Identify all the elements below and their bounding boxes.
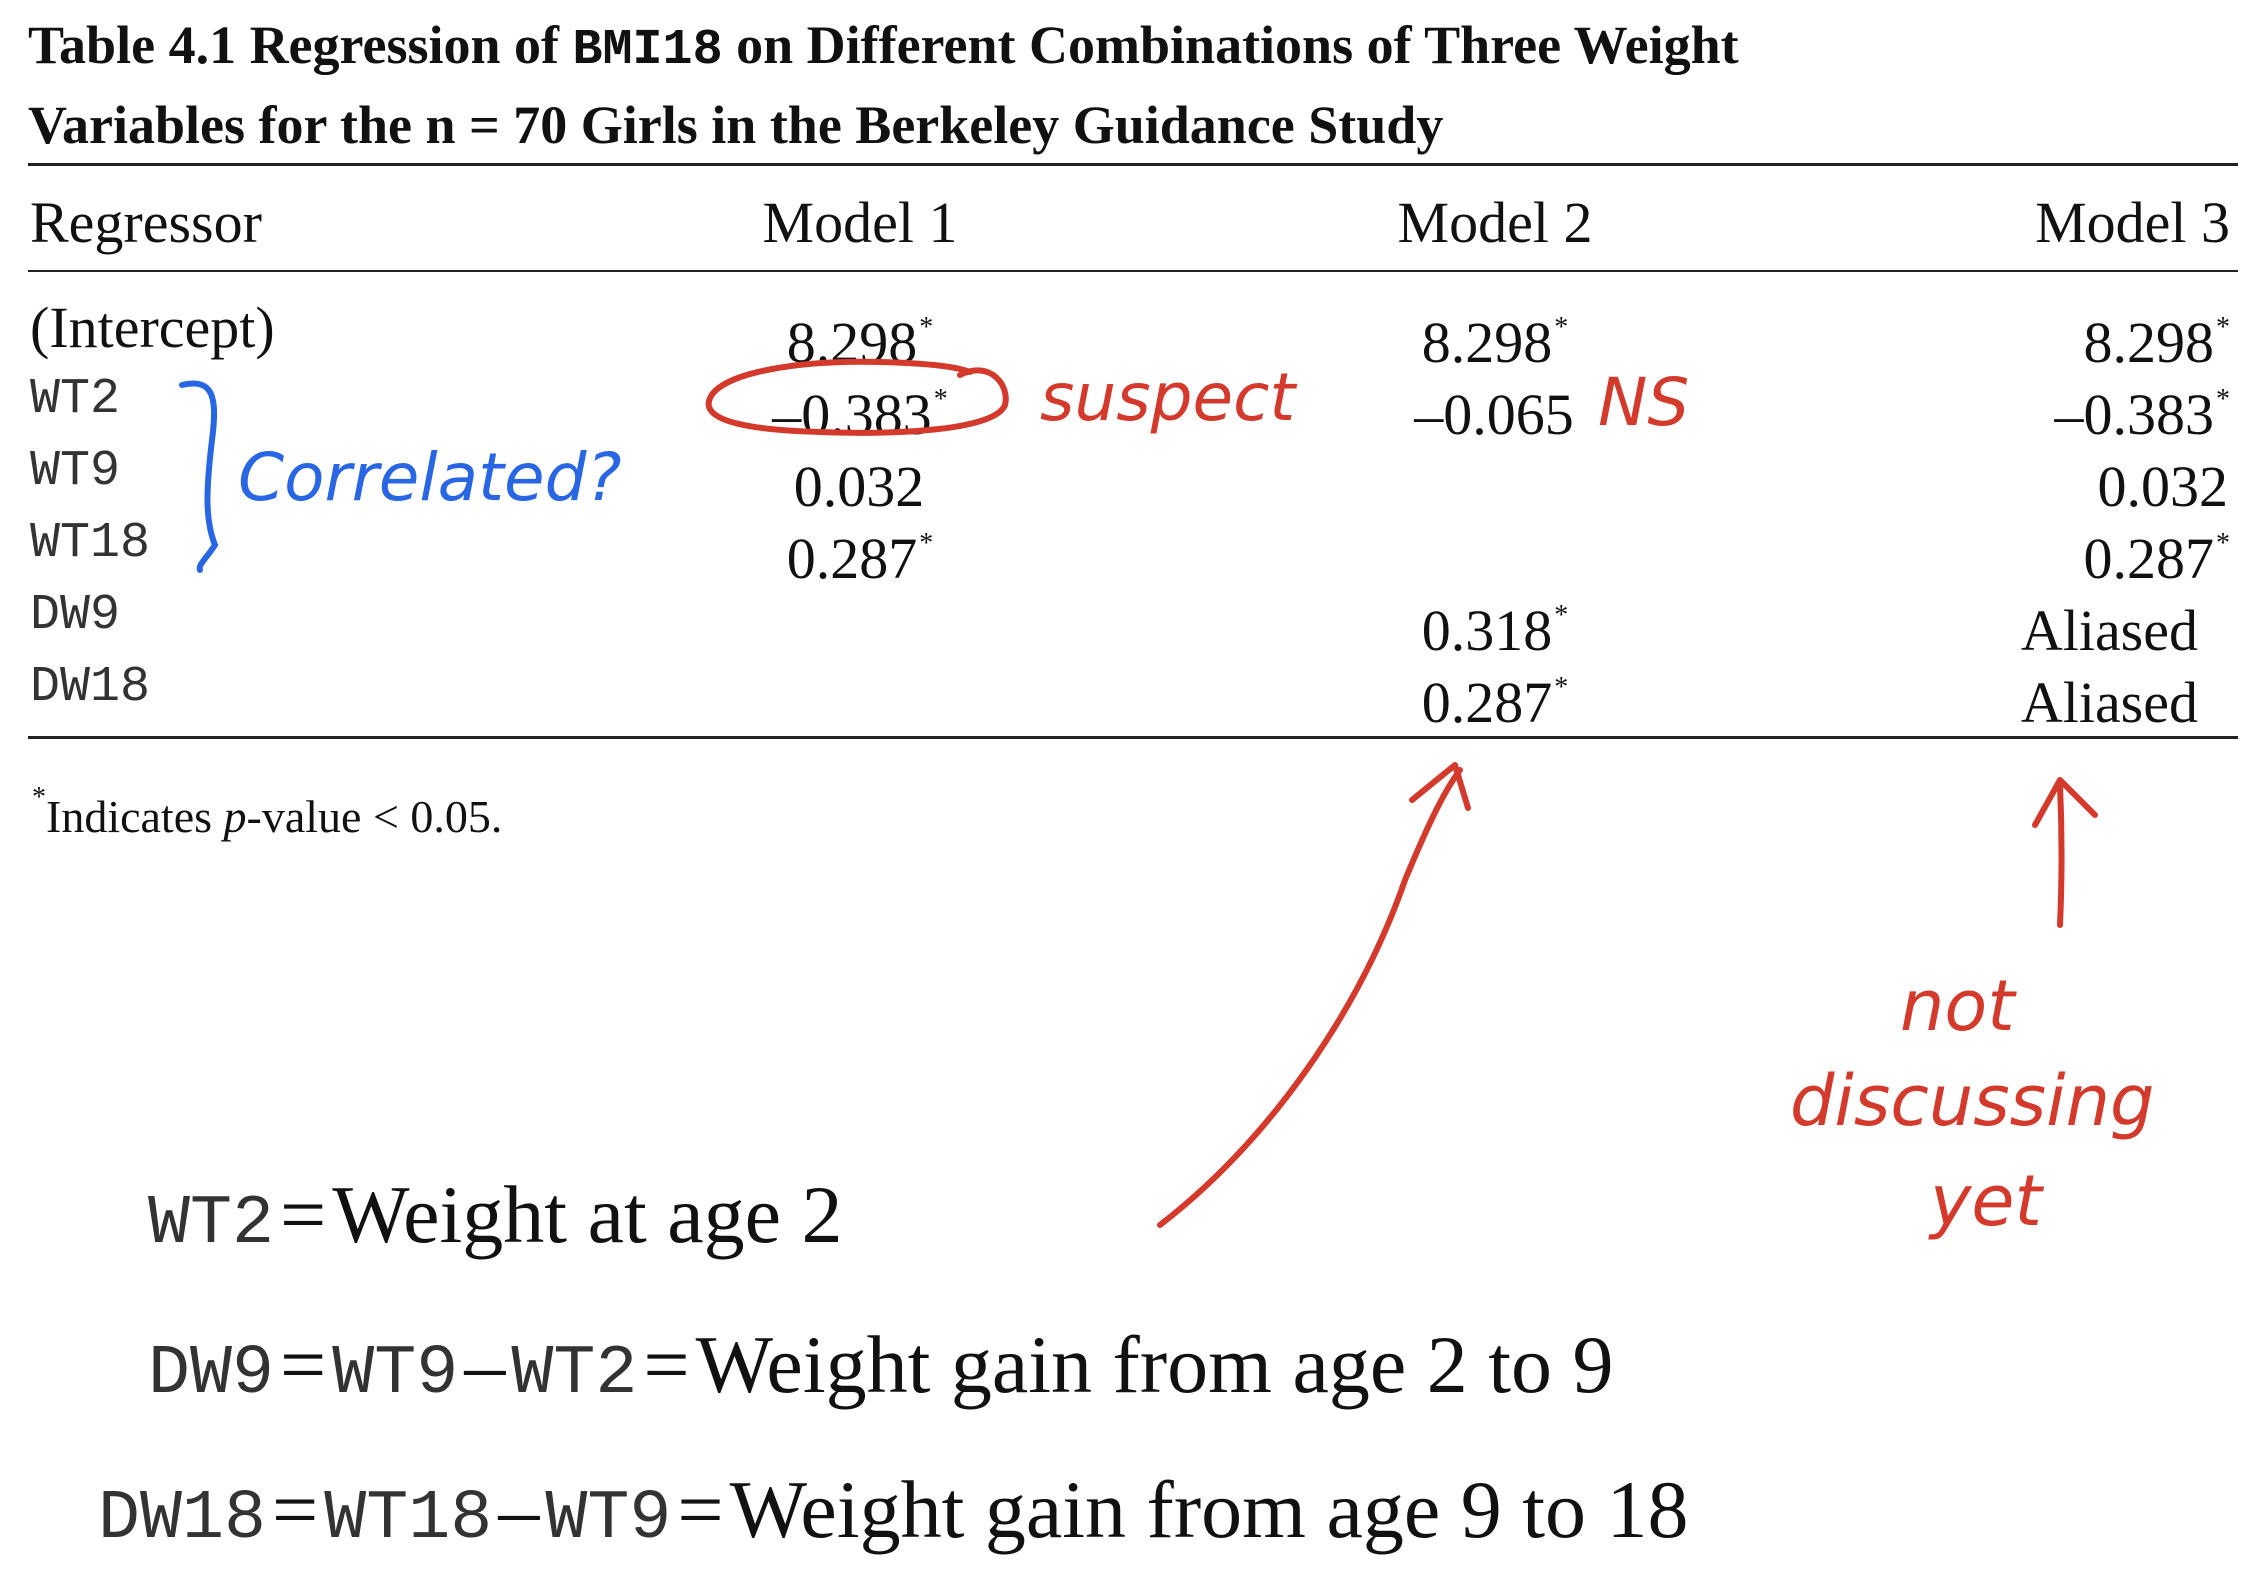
cell-model-3: –0.383* (2054, 382, 2231, 447)
regressor-name: DW18 (30, 659, 151, 716)
header-model-2: Model 2 (1397, 190, 1593, 255)
caption-line-2: Variables for the n = 70 Girls in the Be… (28, 95, 1444, 155)
cell-model-3: 0.032 (2097, 454, 2229, 519)
cell-model-2: –0.065 (1414, 382, 1574, 447)
annotation-ns: NS (1598, 364, 1689, 441)
top-rule (28, 163, 2238, 166)
cell-model-1: 0.032 (793, 454, 925, 519)
annotation-yet: yet (1928, 1160, 2044, 1242)
regressor-name: DW9 (30, 587, 121, 644)
annotation-correlated: Correlated? (238, 439, 622, 516)
regressor-name: WT9 (30, 443, 121, 500)
cell-model-1: –0.383* (772, 382, 948, 447)
cell-model-1: 0.287* (786, 526, 934, 591)
red-circle-annotation (705, 358, 1009, 436)
arrowhead-model-2 (1409, 762, 1471, 811)
header-model-1: Model 1 (762, 190, 958, 255)
cell-model-3: Aliased (2020, 598, 2198, 663)
cell-model-2: 0.318* (1421, 598, 1569, 663)
caption-prefix: Table 4.1 Regression of (28, 15, 573, 75)
table-footnote: *Indicates p-value < 0.05. (32, 782, 503, 842)
caption-line-1: Table 4.1 Regression of BMI18 on Differe… (28, 8, 2228, 88)
definition-dw18: DW18=WT18–WT9=Weight gain from age 9 to … (98, 1464, 1689, 1559)
definition-dw9: DW9=WT9–WT2=Weight gain from age 2 to 9 (148, 1319, 1614, 1414)
header-regressor: Regressor (30, 190, 262, 255)
bottom-rule (28, 736, 2238, 739)
annotation-suspect: suspect (1040, 359, 1297, 436)
arrowhead-model-3 (2032, 777, 2098, 828)
caption-variable: BMI18 (572, 22, 723, 79)
regressor-name: WT2 (30, 371, 121, 428)
annotation-discussing: discussing (1790, 1060, 2154, 1142)
header-model-3: Model 3 (2035, 190, 2230, 255)
cell-model-2: 0.287* (1421, 670, 1569, 735)
regressor-name: (Intercept) (30, 295, 275, 360)
header-rule (28, 270, 2238, 272)
blue-bracket-annotation (179, 380, 219, 573)
arrow-to-model-2 (1157, 767, 1463, 1228)
arrow-to-model-3 (2057, 782, 2065, 928)
cell-model-2: 8.298* (1421, 310, 1569, 375)
cell-model-3: Aliased (2020, 670, 2198, 735)
cell-model-3: 8.298* (2083, 310, 2231, 375)
cell-model-3: 0.287* (2083, 526, 2231, 591)
annotation-not: not (1900, 965, 2017, 1047)
definition-wt2: WT2=Weight at age 2 (148, 1169, 843, 1264)
caption-suffix: on Different Combinations of Three Weigh… (722, 15, 1739, 75)
table-caption: Table 4.1 Regression of BMI18 on Differe… (28, 8, 2228, 162)
regressor-name: WT18 (30, 515, 151, 572)
